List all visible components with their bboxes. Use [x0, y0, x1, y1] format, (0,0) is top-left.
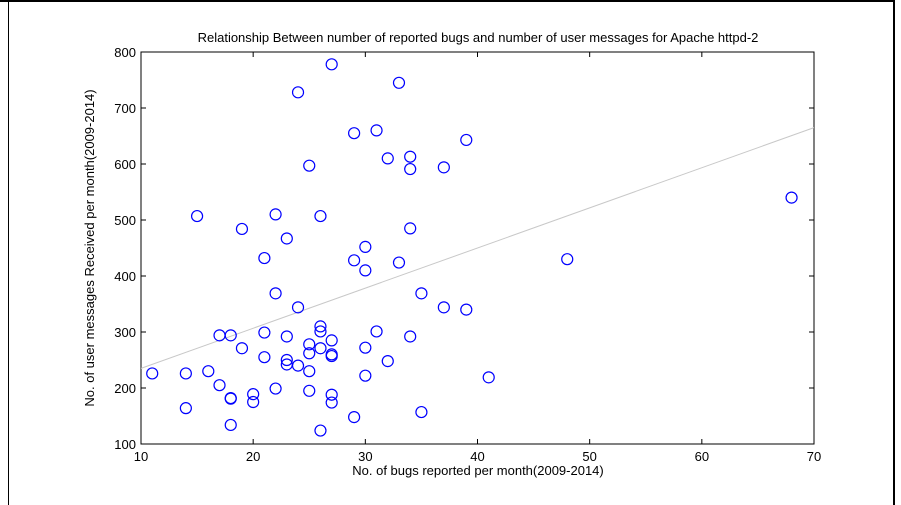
data-point: [258, 351, 271, 364]
data-point: [348, 127, 361, 140]
data-point: [224, 418, 237, 432]
data-point: [247, 388, 260, 401]
data-point: [314, 320, 327, 333]
trend-line: [140, 127, 815, 369]
data-point: [303, 159, 316, 172]
outer-frame-right: [893, 0, 895, 505]
data-point: [291, 301, 305, 314]
data-point: [179, 402, 192, 415]
outer-frame-top: [0, 0, 895, 2]
data-point: [415, 287, 428, 300]
data-point: [303, 365, 316, 378]
data-point: [392, 256, 406, 269]
data-point: [348, 411, 361, 424]
data-point: [303, 384, 316, 397]
y-tick-label: 800: [114, 45, 136, 60]
data-point: [325, 334, 338, 347]
data-point: [482, 371, 495, 384]
data-point: [179, 367, 192, 380]
data-point: [202, 365, 215, 378]
data-point: [213, 379, 226, 392]
data-point: [314, 325, 327, 338]
y-tick-label: 100: [114, 437, 136, 452]
data-point: [269, 208, 282, 221]
data-point: [370, 124, 383, 137]
data-point: [325, 388, 338, 401]
data-point: [224, 329, 237, 342]
data-point: [314, 209, 327, 223]
data-point: [190, 209, 204, 223]
x-tick-label: 20: [246, 449, 260, 464]
chart-title: Relationship Between number of reported …: [198, 30, 759, 45]
data-point: [303, 338, 316, 351]
y-tick-label: 200: [114, 381, 136, 396]
x-tick-label: 40: [470, 449, 484, 464]
data-point: [404, 162, 417, 176]
x-tick-label: 70: [807, 449, 821, 464]
data-point: [561, 253, 574, 266]
data-point: [415, 405, 428, 419]
data-point: [303, 347, 316, 360]
data-point: [370, 325, 383, 338]
data-point: [404, 330, 417, 343]
y-tick-label: 500: [114, 213, 136, 228]
data-point: [359, 369, 372, 382]
data-point: [291, 359, 305, 372]
data-point: [258, 326, 271, 339]
data-point: [235, 342, 249, 355]
data-point: [392, 76, 406, 89]
y-tick-label: 400: [114, 269, 136, 284]
data-point: [269, 382, 282, 395]
data-point: [359, 240, 372, 253]
data-point: [325, 349, 338, 363]
data-point: [213, 329, 226, 342]
data-point: [437, 301, 450, 314]
data-point: [404, 150, 417, 163]
data-point: [785, 191, 798, 204]
y-axis-title: No. of user messages Received per month(…: [82, 89, 97, 406]
data-point: [460, 133, 473, 147]
data-point: [348, 254, 361, 267]
data-point: [325, 396, 338, 409]
y-tick-label: 700: [114, 101, 136, 116]
data-point: [359, 341, 372, 354]
x-tick-label: 10: [134, 449, 148, 464]
data-point: [269, 287, 282, 300]
data-point: [314, 342, 327, 355]
data-point: [280, 353, 293, 367]
x-tick-label: 30: [358, 449, 372, 464]
data-point: [224, 392, 237, 405]
x-tick-label: 50: [582, 449, 596, 464]
data-point: [314, 424, 327, 437]
data-point: [460, 303, 473, 316]
data-point: [235, 222, 249, 236]
outer-frame-left: [8, 0, 9, 505]
data-point: [280, 232, 293, 245]
y-tick-label: 300: [114, 325, 136, 340]
data-point: [258, 251, 271, 265]
data-point: [381, 355, 394, 368]
data-point: [280, 330, 293, 343]
data-point: [381, 152, 394, 165]
x-tick-label: 60: [695, 449, 709, 464]
data-point: [404, 222, 417, 235]
data-point: [291, 86, 305, 99]
x-axis-title: No. of bugs reported per month(2009-2014…: [352, 463, 604, 478]
data-point: [146, 367, 159, 380]
data-point: [247, 395, 260, 409]
data-point: [325, 58, 338, 71]
y-tick-label: 600: [114, 157, 136, 172]
data-point: [359, 264, 372, 277]
data-point: [437, 161, 450, 174]
